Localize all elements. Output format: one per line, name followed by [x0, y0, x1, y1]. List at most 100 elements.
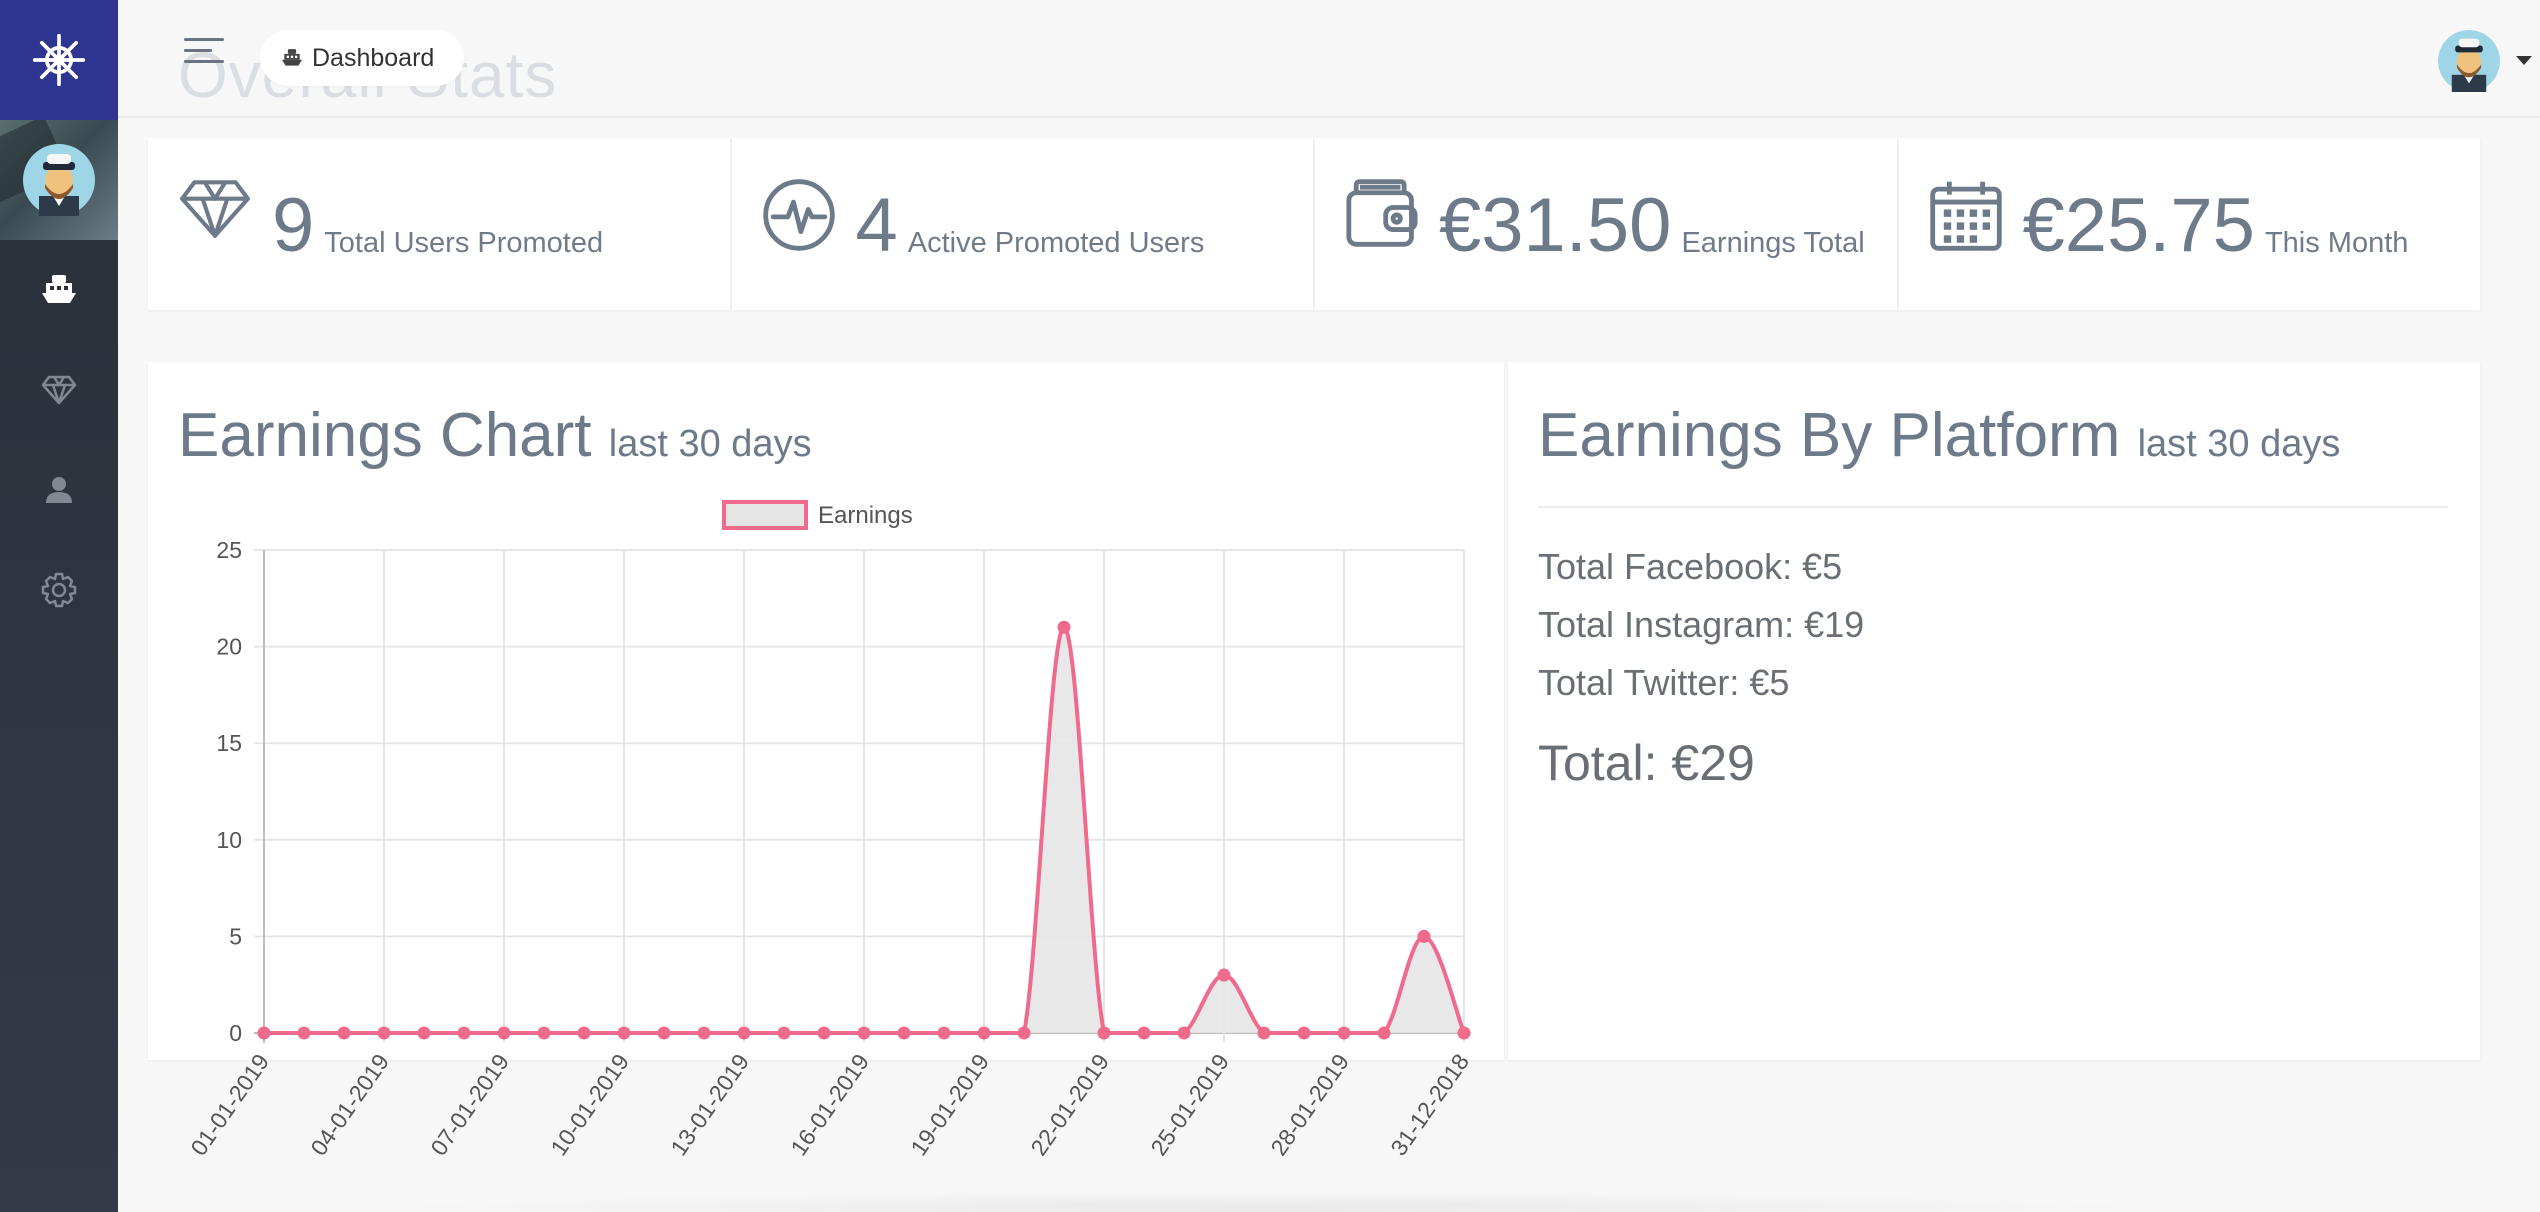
data-point: [1097, 1026, 1111, 1040]
data-point: [1057, 620, 1071, 634]
data-point: [817, 1026, 831, 1040]
chart-title: Earnings Chart last 30 days: [178, 400, 812, 471]
data-point: [257, 1026, 271, 1040]
platform-facebook: Total Facebook: €5: [1538, 546, 1843, 587]
data-point: [977, 1026, 991, 1040]
y-tick-label: 25: [216, 537, 242, 563]
x-tick-label: 25-01-2019: [1145, 1049, 1234, 1160]
earnings-chart-card: Earnings Chart last 30 days: [148, 362, 1504, 1060]
data-point: [1017, 1026, 1031, 1040]
data-point: [897, 1026, 911, 1040]
data-point: [457, 1026, 471, 1040]
stat-this-month: €25.75 This Month: [1899, 138, 2481, 310]
user-avatar[interactable]: [2438, 30, 2500, 92]
platform-subtitle: last 30 days: [2137, 423, 2341, 465]
stat-label: Total Users Promoted: [324, 227, 604, 259]
data-point: [777, 1026, 791, 1040]
top-bar: Overall Stats Dashboard: [118, 0, 2540, 118]
user-icon: [46, 477, 72, 503]
data-point: [1257, 1026, 1271, 1040]
x-tick-label: 31-12-2018: [1385, 1049, 1474, 1160]
menu-toggle-button[interactable]: [184, 38, 228, 68]
sidebar-item-dashboard[interactable]: [0, 240, 118, 340]
brand-logo[interactable]: [0, 0, 118, 120]
data-point: [657, 1026, 671, 1040]
y-tick-label: 0: [229, 1020, 242, 1046]
platform-title: Earnings By Platform last 30 days: [1538, 400, 2340, 471]
data-point: [537, 1026, 551, 1040]
platform-instagram: Total Instagram: €19: [1538, 604, 1865, 645]
stat-value: €25.75: [2022, 183, 2255, 268]
chart-title-text: Earnings Chart: [178, 401, 592, 470]
ship-wheel-icon: [32, 33, 86, 87]
x-tick-label: 10-01-2019: [545, 1049, 634, 1160]
sidebar: [0, 0, 118, 1212]
data-point: [1417, 929, 1431, 943]
stat-total-users: 9 Total Users Promoted: [148, 138, 732, 310]
footer-shadow: [380, 1192, 2160, 1212]
stat-value: €31.50: [1439, 183, 1672, 268]
data-point: [1137, 1026, 1151, 1040]
legend-swatch: [722, 500, 808, 530]
data-point: [1457, 1026, 1471, 1040]
data-point: [1217, 968, 1231, 982]
stats-row: 9 Total Users Promoted 4 Active Promoted…: [148, 138, 2480, 310]
sidebar-item-settings[interactable]: [0, 540, 118, 640]
platform-twitter: Total Twitter: €5: [1538, 662, 1790, 703]
platform-title-text: Earnings By Platform: [1538, 401, 2121, 470]
data-point: [937, 1026, 951, 1040]
gear-icon: [41, 572, 77, 608]
data-point: [377, 1026, 391, 1040]
wallet-icon: [1346, 179, 1418, 247]
avatar: [23, 144, 95, 216]
data-point: [1377, 1026, 1391, 1040]
data-point: [1297, 1026, 1311, 1040]
ship-icon: [282, 49, 302, 66]
x-tick-label: 07-01-2019: [425, 1049, 514, 1160]
sidebar-item-users[interactable]: [0, 440, 118, 540]
stat-label: Active Promoted Users: [907, 227, 1205, 259]
platform-total: Total: €29: [1538, 735, 1755, 791]
chart-subtitle: last 30 days: [608, 423, 812, 465]
data-point: [417, 1026, 431, 1040]
ship-icon: [42, 275, 76, 303]
breadcrumb[interactable]: Dashboard: [260, 30, 465, 86]
data-point: [1177, 1026, 1191, 1040]
calendar-icon: [1929, 181, 2002, 251]
data-point: [737, 1026, 751, 1040]
data-point: [617, 1026, 631, 1040]
y-tick-label: 10: [216, 827, 242, 853]
stat-earnings-total: €31.50 Earnings Total: [1315, 138, 1899, 310]
sidebar-item-promotions[interactable]: [0, 340, 118, 440]
stat-value: 9: [272, 183, 315, 268]
diamond-icon: [41, 375, 77, 405]
earnings-by-platform-card: Earnings By Platform last 30 days Total …: [1508, 362, 2480, 1060]
x-tick-label: 16-01-2019: [785, 1049, 874, 1160]
earnings-chart[interactable]: 0 5 10 15 20 25 01-01-2019 04-01-2019 07-01-2019…: [148, 480, 1508, 1180]
data-point: [337, 1026, 351, 1040]
x-tick-label: 19-01-2019: [905, 1049, 994, 1160]
data-point: [1337, 1026, 1351, 1040]
stat-value: 4: [855, 183, 898, 268]
data-point: [577, 1026, 591, 1040]
x-tick-label: 01-01-2019: [185, 1049, 274, 1160]
diamond-icon: [180, 180, 250, 238]
stat-label: Earnings Total: [1681, 227, 1865, 259]
x-tick-label: 04-01-2019: [305, 1049, 394, 1160]
data-point: [497, 1026, 511, 1040]
y-tick-label: 5: [229, 923, 242, 949]
stat-label: This Month: [2264, 227, 2409, 259]
x-tick-label: 22-01-2019: [1025, 1049, 1114, 1160]
data-point: [297, 1026, 311, 1040]
sidebar-profile[interactable]: [0, 120, 118, 240]
data-point: [697, 1026, 711, 1040]
stat-active-users: 4 Active Promoted Users: [732, 138, 1315, 310]
data-point: [857, 1026, 871, 1040]
x-tick-label: 28-01-2019: [1265, 1049, 1354, 1160]
breadcrumb-label: Dashboard: [312, 43, 435, 72]
legend-label: Earnings: [818, 502, 913, 529]
y-tick-label: 15: [216, 730, 242, 756]
chevron-down-icon[interactable]: [2516, 56, 2532, 65]
divider: [1538, 506, 2448, 508]
x-tick-label: 13-01-2019: [665, 1049, 754, 1160]
